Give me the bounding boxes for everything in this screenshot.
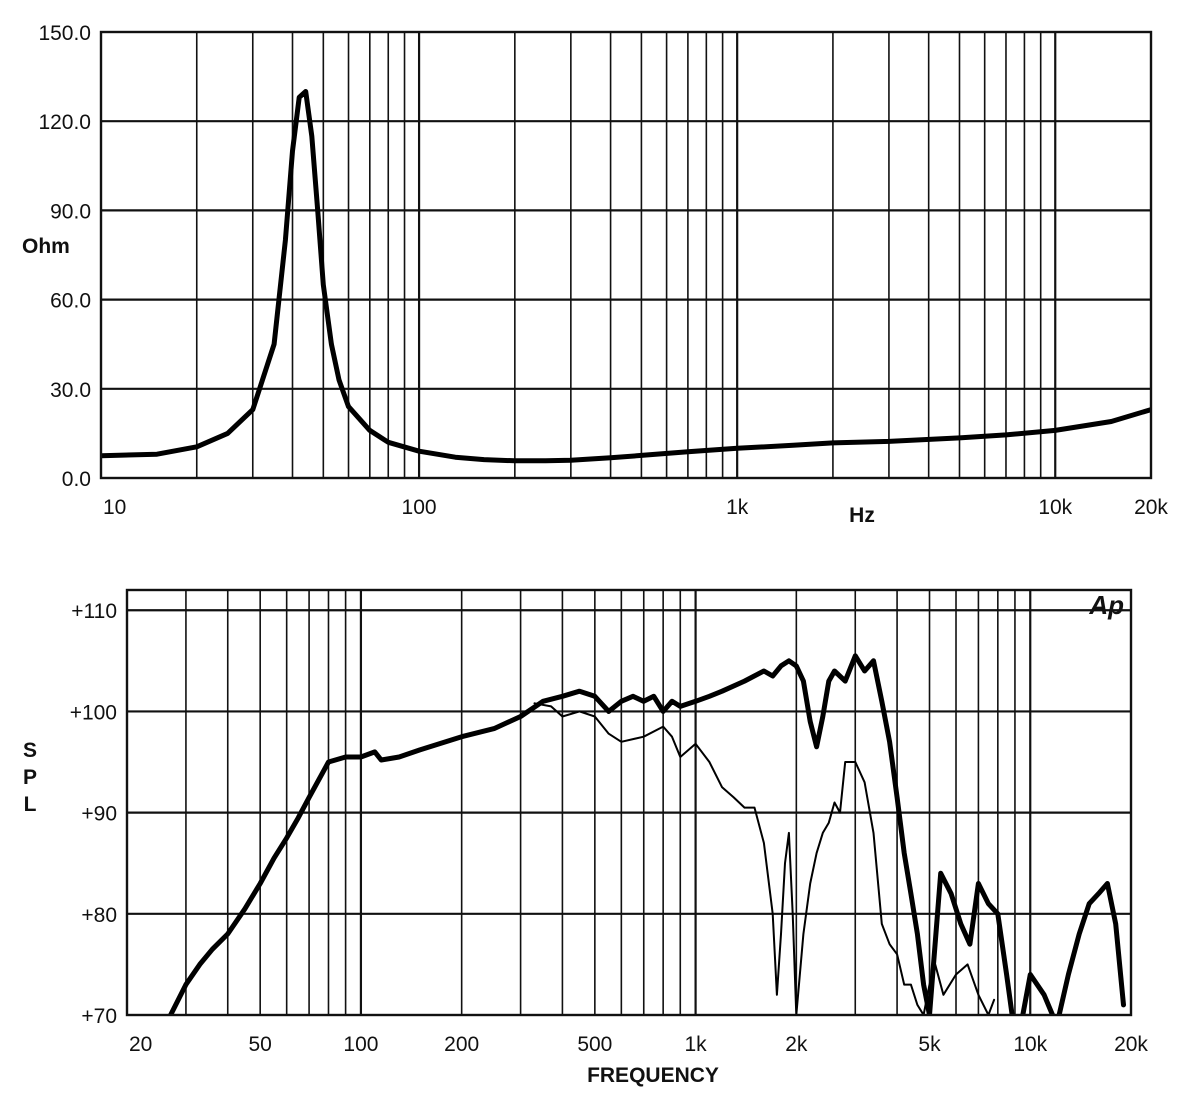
spl-y-tick-label: +90: [81, 803, 117, 826]
impedance-y-tick-label: 120.0: [38, 111, 91, 134]
spl-y-label: SPL: [23, 739, 37, 816]
spl-series-thin-curve: [533, 702, 996, 1015]
spl-x-tick-label: 100: [343, 1033, 378, 1056]
spl-y-tick-label: +100: [70, 701, 117, 724]
spl-x-ticks: 20 50 100 200 500 1k 2k 5k 10k 20k: [129, 1033, 1148, 1056]
spl-x-tick-label: 50: [248, 1033, 271, 1056]
impedance-y-tick-label: 90.0: [50, 200, 91, 223]
spl-y-tick-label: +70: [81, 1005, 117, 1028]
impedance-y-tick-label: 0.0: [62, 468, 91, 491]
spl-chart: +70 +80 +90 +100 +110 20 50 100 200 500 1k 2k 5k 10k…: [23, 588, 1148, 1087]
spl-grid: [127, 590, 1131, 1015]
impedance-x-ticks: 10 100 1k 10k 20k: [103, 496, 1168, 519]
impedance-curves: [101, 89, 1151, 464]
impedance-x-tick-label: 20k: [1134, 496, 1168, 519]
spl-x-tick-label: 10k: [1013, 1033, 1047, 1056]
spl-y-tick-label: +110: [71, 600, 117, 623]
impedance-grid: [101, 32, 1151, 478]
spl-x-label: FREQUENCY: [587, 1064, 719, 1087]
spl-y-label-letter: P: [23, 766, 37, 789]
spl-x-tick-label: 200: [444, 1033, 479, 1056]
impedance-y-ticks: 0.0 30.0 60.0 90.0 120.0 150.0: [38, 22, 91, 491]
impedance-y-tick-label: 150.0: [38, 22, 91, 45]
impedance-series-thick-curve: [101, 89, 1151, 464]
impedance-y-tick-label: 60.0: [50, 290, 91, 313]
spl-frame: [125, 588, 1133, 1017]
spl-x-tick-label: 5k: [918, 1033, 941, 1056]
impedance-x-tick-label: 100: [402, 496, 437, 519]
impedance-x-tick-label: 10k: [1038, 496, 1072, 519]
impedance-x-tick-label: 1k: [726, 496, 749, 519]
spl-y-ticks: +70 +80 +90 +100 +110: [70, 600, 117, 1028]
spl-x-tick-label: 20: [129, 1033, 152, 1056]
impedance-y-tick-label: 30.0: [50, 379, 91, 402]
ap-logo: Ap: [1088, 590, 1124, 620]
spl-x-tick-label: 20k: [1114, 1033, 1148, 1056]
impedance-frame: [99, 30, 1153, 480]
impedance-x-label: Hz: [849, 504, 875, 527]
spl-x-tick-label: 500: [577, 1033, 612, 1056]
impedance-y-label: Ohm: [22, 235, 70, 258]
spl-x-tick-label: 1k: [684, 1033, 707, 1056]
spl-y-tick-label: +80: [81, 904, 117, 927]
spl-y-label-letter: L: [24, 793, 37, 816]
impedance-x-tick-label: 10: [103, 496, 126, 519]
spl-series-thick-curve: [168, 653, 1126, 1015]
spl-x-tick-label: 2k: [785, 1033, 808, 1056]
spl-curves: [168, 653, 1126, 1015]
spl-y-label-letter: S: [23, 739, 37, 762]
